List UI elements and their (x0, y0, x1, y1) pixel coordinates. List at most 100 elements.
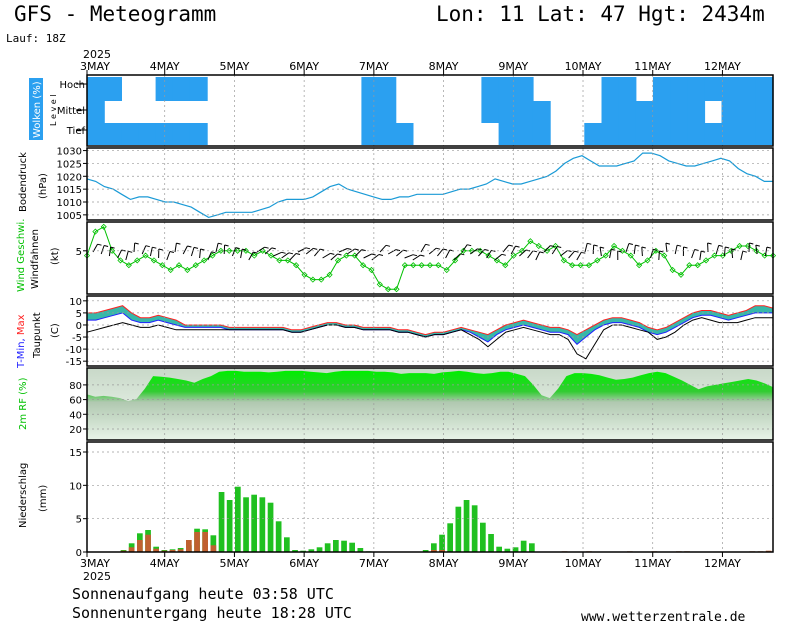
cloud-cell (498, 101, 517, 123)
wind-barb (322, 252, 331, 259)
cloud-cell (618, 101, 637, 123)
wind-barb-flag (134, 242, 139, 245)
year-label-bottom: 2025 (83, 570, 111, 583)
wind-point (510, 252, 517, 259)
cloud-cell (87, 101, 105, 123)
rain-bar (349, 542, 355, 552)
temp-range-band (87, 305, 773, 345)
wind-barb-flag (683, 246, 688, 249)
wind-barb-flag (718, 244, 723, 247)
cloud-cell (498, 77, 517, 101)
wind-point (343, 252, 350, 259)
wind-point (669, 266, 676, 274)
wind-barb (592, 244, 595, 255)
wind-barb (764, 247, 768, 257)
y-tick-label: 5 (76, 515, 82, 526)
wind-barb-flag (550, 245, 555, 248)
wind-barb-flag (707, 242, 712, 245)
rain-bar (357, 548, 364, 552)
wind-barb-flag (477, 248, 482, 251)
wind-barb (584, 243, 588, 253)
wind-barb-flag (593, 244, 598, 247)
wind-barb-flag (361, 249, 366, 252)
cloud-level-label: Mittel (57, 106, 85, 117)
wind-barb-flag (354, 248, 359, 251)
rain-bar (422, 550, 429, 552)
wind-point (293, 262, 300, 269)
wind-point (368, 266, 375, 274)
wind-barb (740, 251, 744, 261)
day-label-top: 6MAY (289, 60, 319, 73)
wind-point (134, 257, 141, 264)
wind-barb (248, 251, 254, 261)
pressure-line (86, 152, 773, 219)
wind-barb (691, 249, 696, 259)
wind-barb (543, 245, 551, 253)
cloud-cell (104, 123, 122, 145)
wind-barb-flag (635, 244, 640, 247)
website-link[interactable]: www.wetterzentrale.de (581, 610, 746, 625)
rain-bar (341, 540, 347, 552)
wind-point (376, 281, 383, 288)
wind-barb (305, 248, 314, 255)
wind-point (644, 257, 651, 264)
day-label-bottom: 10MAY (565, 557, 602, 570)
wind-barb (281, 252, 290, 259)
wind-point (100, 223, 107, 230)
wind-point (602, 252, 609, 259)
wind-barb (510, 245, 516, 255)
cloud-cell (584, 123, 603, 145)
cloud-cell (704, 77, 723, 101)
day-label-bottom: 4MAY (150, 557, 180, 570)
wind-barb (599, 247, 602, 257)
precip-ylabel: Niederschlag (18, 463, 29, 528)
wind-barb (445, 249, 451, 259)
rain-bar (218, 492, 225, 552)
cloud-cell (687, 101, 706, 123)
y-tick-label: 1015 (57, 185, 82, 196)
cloud-cell (515, 77, 534, 101)
wind-barb (108, 247, 112, 257)
wind-barb-flag (467, 244, 472, 247)
cloud-cell (738, 101, 757, 123)
cloud-cell (601, 123, 620, 145)
wind-point (301, 271, 308, 278)
cloud-cell (652, 101, 671, 123)
rain-bar (235, 486, 241, 552)
wind-point (418, 262, 425, 269)
wind-barb-flag (628, 243, 634, 245)
wind-barb (355, 249, 363, 257)
cloud-cell (532, 123, 551, 145)
cloud-cell (721, 77, 740, 101)
wind-barb-flag (611, 248, 616, 251)
rain-bar (243, 497, 249, 552)
wind-barb (199, 248, 201, 259)
wind-barb (314, 248, 321, 257)
wind-point (502, 262, 509, 269)
rain-bar (333, 540, 339, 552)
wind-barb (609, 249, 612, 259)
wind-barb (486, 250, 492, 259)
wind-barb-flag (337, 253, 342, 256)
wind-barb-flag (742, 250, 747, 253)
snow-bar (128, 547, 135, 552)
wind-point (460, 247, 467, 254)
snow-bar (137, 540, 143, 552)
wind-barb-flag (128, 250, 133, 253)
wind-barb-flag (676, 244, 682, 247)
wind-barb-flag (97, 243, 102, 246)
wind-barb (125, 251, 129, 261)
temp-ylabel: T-Min, Max (16, 314, 27, 369)
wind-barb-flag (145, 245, 150, 248)
wind-barb (551, 246, 558, 255)
wind-barb-flag (574, 250, 579, 253)
wind-barb-flag (659, 250, 664, 253)
snow-bar (431, 550, 437, 552)
wind-point (234, 247, 241, 254)
wind-point (284, 257, 291, 264)
wind-point (627, 252, 634, 259)
day-label-bottom: 7MAY (359, 557, 389, 570)
cloud-cell (189, 123, 208, 145)
wind-barb (215, 243, 219, 253)
wind-barb (387, 249, 397, 255)
